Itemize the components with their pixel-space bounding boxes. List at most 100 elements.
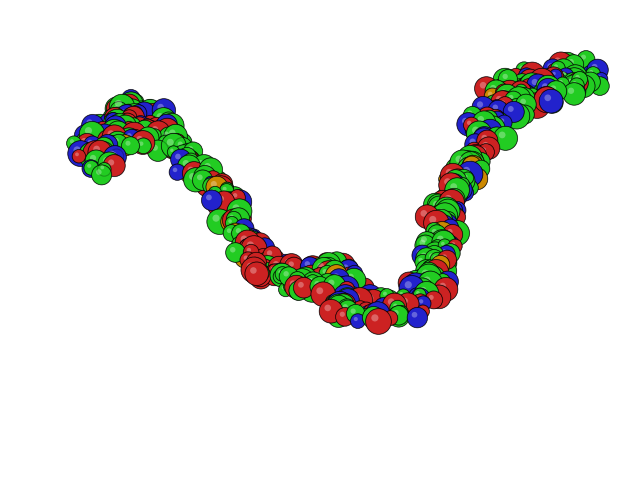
Circle shape [505, 107, 508, 110]
Circle shape [330, 280, 344, 293]
Circle shape [229, 207, 252, 229]
Circle shape [273, 269, 287, 284]
Circle shape [342, 301, 348, 308]
Circle shape [435, 259, 440, 264]
Circle shape [315, 272, 319, 276]
Circle shape [493, 132, 499, 137]
Circle shape [321, 256, 326, 261]
Circle shape [144, 134, 148, 137]
Circle shape [99, 125, 102, 129]
Circle shape [429, 222, 455, 248]
Circle shape [415, 281, 439, 306]
Circle shape [548, 52, 573, 77]
Circle shape [575, 75, 580, 79]
Circle shape [146, 121, 170, 145]
Circle shape [424, 242, 447, 264]
Circle shape [490, 124, 493, 128]
Circle shape [255, 238, 275, 258]
Circle shape [103, 110, 116, 123]
Circle shape [500, 89, 507, 96]
Circle shape [477, 101, 483, 108]
Circle shape [330, 300, 335, 306]
Circle shape [221, 211, 243, 232]
Circle shape [490, 132, 497, 138]
Circle shape [86, 145, 100, 160]
Circle shape [469, 168, 473, 172]
Circle shape [257, 256, 278, 277]
Circle shape [120, 114, 136, 131]
Circle shape [223, 192, 236, 204]
Circle shape [446, 246, 450, 250]
Circle shape [442, 173, 465, 196]
Circle shape [534, 87, 560, 113]
Circle shape [133, 101, 150, 118]
Circle shape [312, 267, 316, 270]
Circle shape [122, 89, 140, 108]
Circle shape [337, 273, 355, 291]
Circle shape [156, 118, 179, 141]
Circle shape [241, 236, 248, 242]
Circle shape [126, 118, 143, 135]
Circle shape [422, 233, 438, 249]
Circle shape [468, 126, 472, 131]
Circle shape [417, 288, 425, 295]
Circle shape [420, 206, 439, 225]
Circle shape [106, 99, 125, 118]
Circle shape [298, 282, 304, 288]
Circle shape [499, 73, 505, 80]
Circle shape [172, 133, 192, 153]
Circle shape [450, 150, 476, 175]
Circle shape [132, 131, 151, 149]
Circle shape [438, 200, 453, 214]
Circle shape [515, 105, 534, 124]
Circle shape [519, 84, 526, 91]
Circle shape [330, 253, 355, 278]
Circle shape [150, 127, 170, 147]
Circle shape [156, 114, 177, 135]
Circle shape [407, 287, 412, 292]
Circle shape [429, 274, 432, 277]
Circle shape [124, 114, 128, 118]
Circle shape [350, 305, 355, 310]
Circle shape [432, 261, 437, 266]
Circle shape [490, 111, 505, 127]
Circle shape [169, 130, 175, 136]
Circle shape [424, 266, 429, 272]
Circle shape [309, 260, 329, 280]
Circle shape [447, 248, 451, 252]
Circle shape [137, 128, 142, 133]
Circle shape [472, 160, 490, 178]
Circle shape [428, 194, 449, 216]
Circle shape [504, 100, 511, 107]
Circle shape [102, 154, 106, 159]
Circle shape [216, 178, 222, 184]
Circle shape [99, 128, 105, 133]
Circle shape [81, 114, 104, 136]
Circle shape [464, 175, 468, 178]
Circle shape [458, 165, 473, 180]
Circle shape [209, 193, 214, 198]
Circle shape [432, 240, 453, 261]
Circle shape [311, 267, 330, 287]
Circle shape [109, 151, 115, 157]
Circle shape [239, 239, 257, 256]
Circle shape [389, 302, 401, 314]
Circle shape [415, 235, 436, 256]
Circle shape [125, 113, 129, 118]
Circle shape [202, 190, 222, 211]
Circle shape [212, 198, 227, 213]
Circle shape [333, 300, 339, 306]
Circle shape [410, 296, 424, 310]
Circle shape [292, 271, 306, 285]
Circle shape [520, 109, 525, 115]
Circle shape [120, 103, 125, 108]
Circle shape [427, 235, 431, 240]
Circle shape [275, 262, 288, 276]
Circle shape [449, 175, 456, 180]
Circle shape [255, 268, 260, 273]
Circle shape [342, 304, 348, 310]
Circle shape [110, 102, 117, 108]
Circle shape [250, 243, 255, 248]
Circle shape [120, 109, 144, 134]
Circle shape [104, 117, 127, 140]
